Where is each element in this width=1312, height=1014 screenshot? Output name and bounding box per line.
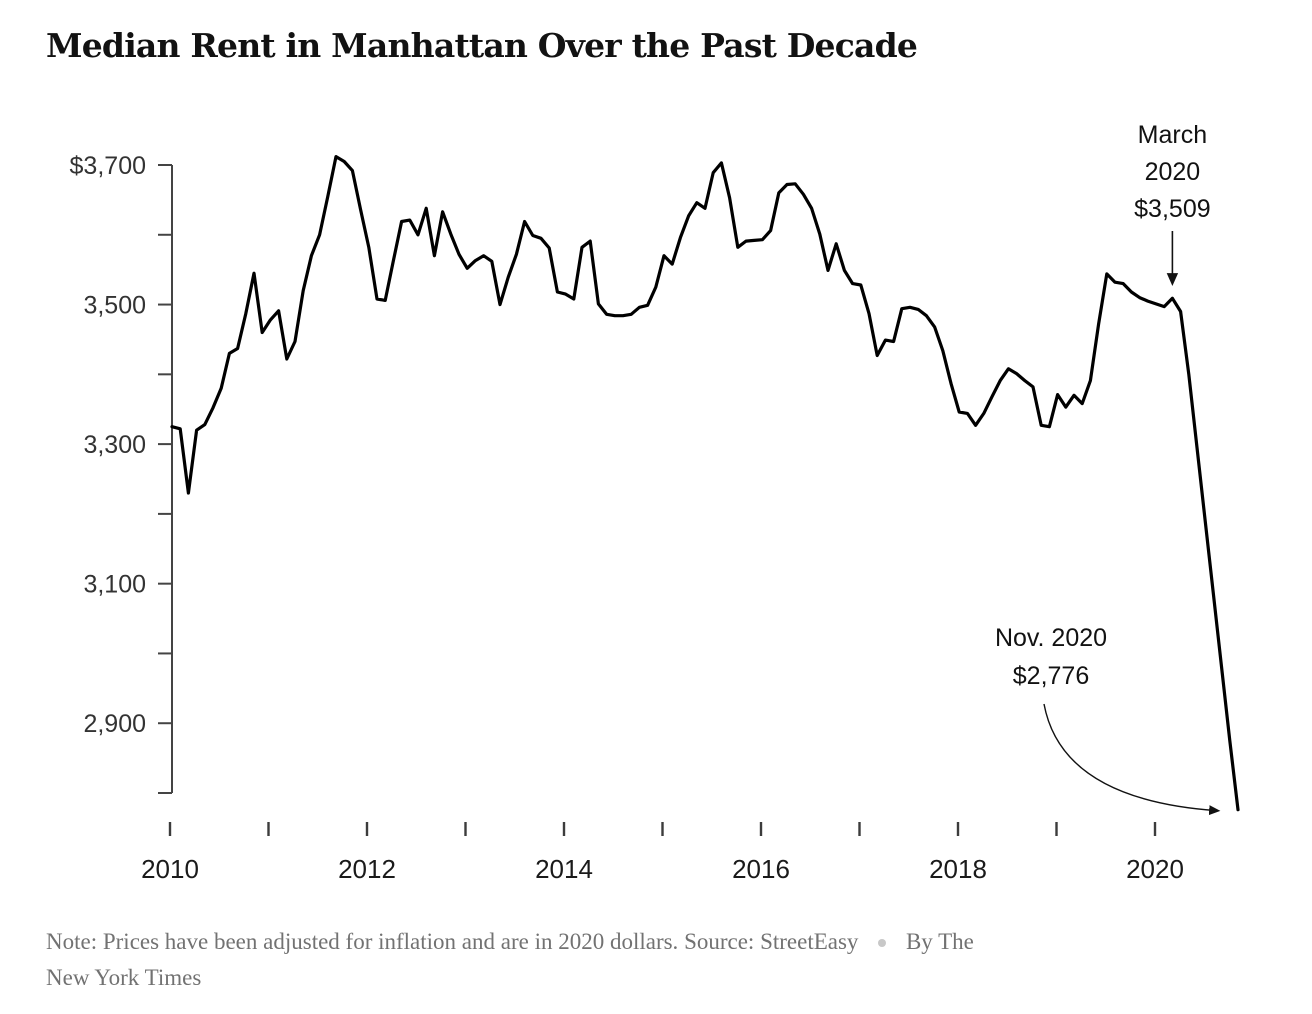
march-2020-annotation-line: $3,509 bbox=[1134, 195, 1210, 223]
y-axis-label: 3,100 bbox=[83, 571, 146, 599]
footer-byline-start: By The bbox=[905, 929, 974, 954]
y-axis-label: 3,500 bbox=[83, 292, 146, 320]
march-2020-annotation-label: March 2020 $3,509 bbox=[1134, 121, 1210, 223]
data-line-group bbox=[170, 155, 1240, 812]
x-axis-label-2018: 2018 bbox=[929, 854, 987, 884]
rent-line-chart: $3,700 3,500 3,300 3,100 2,900 2010 2012 2014 20… bbox=[70, 121, 1240, 884]
footer-note: Note: Prices have been adjusted for infl… bbox=[46, 924, 1281, 996]
march-2020-annotation-line: 2020 bbox=[1145, 158, 1201, 186]
footer-note-text: Note: Prices have been adjusted for infl… bbox=[46, 929, 679, 954]
x-axis-label-2014: 2014 bbox=[535, 854, 593, 884]
y-axis-label: 2,900 bbox=[83, 710, 146, 738]
march-2020-annotation-line: March bbox=[1138, 121, 1207, 149]
nov-2020-annotation-label: Nov. 2020 $2,776 bbox=[995, 624, 1107, 690]
footer-source-text: Source: StreetEasy bbox=[684, 929, 859, 954]
rent-line bbox=[170, 155, 1240, 812]
y-axis-label: 3,300 bbox=[83, 431, 146, 459]
x-axis-label-2010: 2010 bbox=[141, 854, 199, 884]
nov-2020-annotation-line: $2,776 bbox=[1013, 662, 1089, 690]
separator-dot-icon bbox=[878, 938, 887, 947]
y-axis-label: $3,700 bbox=[70, 152, 146, 180]
x-axis-label-2020: 2020 bbox=[1126, 854, 1184, 884]
annotations: March 2020 $3,509 Nov. 2020 $2,776 bbox=[995, 121, 1221, 816]
nov-2020-annotation-arrow bbox=[1043, 703, 1221, 816]
nov-2020-annotation-line: Nov. 2020 bbox=[995, 624, 1107, 652]
x-axis-label-2016: 2016 bbox=[732, 854, 790, 884]
chart-title: Median Rent in Manhattan Over the Past D… bbox=[46, 26, 918, 65]
x-axis-label-2012: 2012 bbox=[338, 854, 396, 884]
footer-byline-end: New York Times bbox=[46, 965, 202, 990]
axes: $3,700 3,500 3,300 3,100 2,900 2010 2012 2014 20… bbox=[70, 152, 1184, 884]
